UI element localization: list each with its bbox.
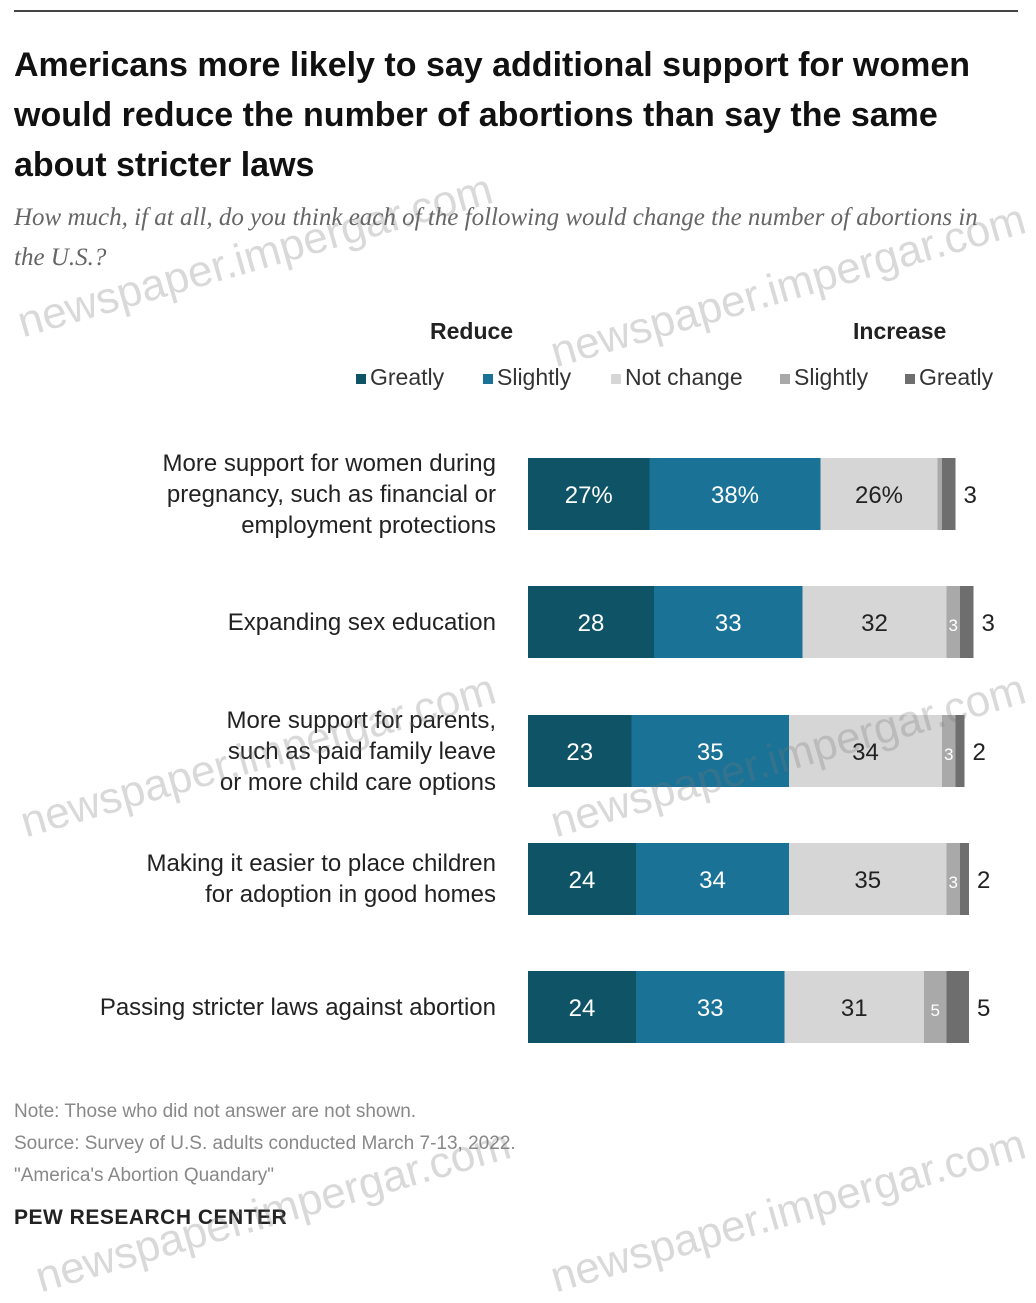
- category-label-line: Expanding sex education: [227, 608, 496, 636]
- legend-item-increase-slightly: Slightly: [780, 364, 868, 391]
- bar-segment: [955, 715, 965, 787]
- source-organization: PEW RESEARCH CENTER: [14, 1206, 288, 1229]
- legend-item-increase-greatly: Greatly: [905, 364, 993, 391]
- increase-group-label: Increase: [853, 318, 947, 344]
- note-text: Note: Those who did not answer are not s…: [14, 1101, 417, 1122]
- data-label: 28: [578, 610, 605, 637]
- legend-item-reduce-slightly: Slightly: [483, 364, 571, 391]
- category-label-line: More support for women during: [162, 449, 497, 477]
- bar-segment: [942, 715, 956, 787]
- data-label: 38%: [711, 482, 759, 509]
- legend-swatch: [611, 373, 621, 384]
- data-label: 3: [949, 616, 958, 635]
- legend-label: Slightly: [497, 364, 572, 390]
- data-label: 24: [569, 867, 596, 894]
- bar-segment: [636, 971, 785, 1043]
- data-label: 33: [715, 610, 742, 637]
- data-label: 2: [977, 867, 990, 894]
- category-label-line: for adoption in good homes: [205, 881, 496, 908]
- data-label: 26%: [855, 482, 903, 509]
- legend-swatch: [483, 373, 493, 384]
- category-label: Making it easier to place children for ad…: [10, 824, 496, 934]
- data-label: 3: [944, 745, 953, 764]
- category-label: Expanding sex education: [10, 567, 496, 677]
- category-label-line: or more child care options: [219, 768, 496, 796]
- data-label: 34: [699, 867, 726, 894]
- bar-segment: [528, 458, 650, 530]
- legend-swatch: [356, 373, 366, 384]
- bar-segment: [784, 971, 924, 1043]
- bar-segment: [946, 971, 969, 1043]
- bar-segment: [631, 715, 789, 787]
- bar-segment: [960, 843, 969, 915]
- reduce-group-label: Reduce: [430, 318, 514, 344]
- data-label: 32: [861, 610, 888, 637]
- data-label: 2: [973, 739, 986, 766]
- notes: Note: Those who did not answer are not s…: [14, 1096, 814, 1192]
- data-label: 3: [964, 482, 977, 509]
- category-label-line: employment protections: [241, 511, 496, 539]
- legend-label: Not change: [625, 364, 743, 390]
- bar-segment: [528, 843, 636, 915]
- category-label-line: Making it easier to place children: [146, 850, 496, 877]
- chart-subtitle: How much, if at all, do you think each o…: [14, 204, 978, 271]
- category-label-line: such as paid family leave: [227, 737, 496, 765]
- category-label: Passing stricter laws against abortion: [10, 952, 496, 1062]
- bar-segment: [960, 586, 974, 658]
- data-label: 3: [949, 873, 958, 892]
- category-label: More support for parents, such as paid fa…: [10, 696, 496, 806]
- bar-segment: [924, 971, 947, 1043]
- data-label: 24: [569, 995, 596, 1022]
- category-label-line: pregnancy, such as financial or: [166, 480, 496, 508]
- stacked-bar-chart: 27% 38% 26% 328 33 32 3 323 35 34 3 224 34 35 3 224 33 31…: [528, 458, 995, 1043]
- chart-title: Americans more likely to say additional …: [14, 46, 971, 184]
- data-label: 3: [982, 610, 995, 637]
- bar-segment: [654, 586, 803, 658]
- data-label: 33: [697, 995, 724, 1022]
- data-label: 31: [841, 995, 868, 1022]
- data-label: 5: [931, 1001, 940, 1020]
- bar-segment: [789, 843, 947, 915]
- bar-segment: [636, 843, 789, 915]
- category-label: More support for women during pregnancy, …: [10, 439, 497, 549]
- source-text: Source: Survey of U.S. adults conducted …: [14, 1133, 516, 1154]
- data-label: 35: [854, 867, 881, 894]
- bar-segment: [649, 458, 821, 530]
- report-title-text: "America's Abortion Quandary": [14, 1165, 275, 1186]
- legend-label: Greatly: [919, 364, 994, 390]
- bar-segment: [942, 458, 956, 530]
- bar-segment: [937, 458, 942, 530]
- legend-item-not-change: Not change: [611, 364, 743, 391]
- data-label: 35: [697, 739, 724, 766]
- bar-segment: [789, 715, 942, 787]
- bar-segment: [528, 586, 654, 658]
- bar-segment: [528, 715, 632, 787]
- category-label-line: More support for parents,: [226, 706, 496, 734]
- legend-label: Greatly: [370, 364, 445, 390]
- category-label-line: Passing stricter laws against abortion: [99, 993, 496, 1021]
- legend-swatch: [780, 373, 790, 384]
- bar-segment: [946, 586, 960, 658]
- bar-segment: [820, 458, 938, 530]
- data-label: 27%: [565, 482, 613, 509]
- legend-label: Slightly: [794, 364, 869, 390]
- legend-swatch: [905, 373, 915, 384]
- data-label: 34: [852, 739, 879, 766]
- data-label: 23: [566, 739, 593, 766]
- bar-segment: [802, 586, 947, 658]
- top-rule: [14, 10, 1018, 12]
- data-label: 5: [977, 995, 990, 1022]
- bar-segment: [946, 843, 960, 915]
- bar-segment: [528, 971, 636, 1043]
- legend-item-reduce-greatly: Greatly: [356, 364, 444, 391]
